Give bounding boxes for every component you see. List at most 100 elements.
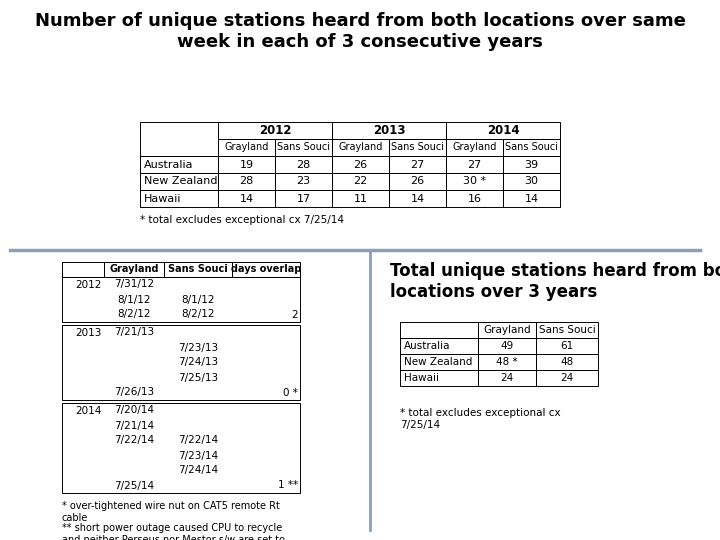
Bar	[389, 139, 446, 156]
Text: 8/1/12: 8/1/12	[181, 294, 215, 305]
Text: 19: 19	[240, 159, 253, 170]
Text: 2012: 2012	[76, 280, 102, 289]
Bar	[275, 139, 332, 156]
Text: Sans Souci: Sans Souci	[391, 143, 444, 152]
Text: 7/24/13: 7/24/13	[178, 357, 218, 368]
Text: 24: 24	[560, 373, 574, 383]
Bar	[140, 122, 218, 156]
Text: 16: 16	[467, 193, 482, 204]
Text: 2012: 2012	[258, 124, 292, 137]
Bar	[140, 190, 218, 207]
Text: 30: 30	[524, 177, 539, 186]
Bar	[478, 322, 536, 338]
Text: Grayland: Grayland	[338, 143, 383, 152]
Bar	[536, 370, 598, 386]
Text: Number of unique stations heard from both locations over same
week in each of 3 : Number of unique stations heard from bot…	[35, 12, 685, 51]
Text: Australia: Australia	[144, 159, 194, 170]
Bar	[446, 190, 503, 207]
Text: Hawaii: Hawaii	[144, 193, 181, 204]
Bar	[140, 156, 218, 173]
Text: 7/21/14: 7/21/14	[114, 421, 154, 430]
Text: 2014: 2014	[487, 124, 519, 137]
Text: * total excludes exceptional cx 7/25/14: * total excludes exceptional cx 7/25/14	[140, 215, 344, 225]
Text: 7/20/14: 7/20/14	[114, 406, 154, 415]
Text: Sans Souci: Sans Souci	[539, 325, 595, 335]
Text: 23: 23	[297, 177, 310, 186]
Text: 22: 22	[354, 177, 368, 186]
Bar	[218, 156, 275, 173]
Bar	[332, 190, 389, 207]
Text: 48: 48	[560, 357, 574, 367]
Text: 27: 27	[410, 159, 425, 170]
Bar	[275, 173, 332, 190]
Bar	[536, 354, 598, 370]
Bar	[478, 370, 536, 386]
Text: Grayland: Grayland	[109, 265, 158, 274]
Text: * total excludes exceptional cx
7/25/14: * total excludes exceptional cx 7/25/14	[400, 408, 561, 430]
Text: New Zealand: New Zealand	[144, 177, 217, 186]
Text: 0 *: 0 *	[283, 388, 298, 397]
Bar	[446, 139, 503, 156]
Text: 2014: 2014	[76, 406, 102, 415]
Text: 28: 28	[239, 177, 253, 186]
Text: Grayland: Grayland	[483, 325, 531, 335]
Bar	[232, 262, 300, 277]
Text: 14: 14	[240, 193, 253, 204]
Text: 11: 11	[354, 193, 367, 204]
Text: Sans Souci: Sans Souci	[505, 143, 558, 152]
Bar	[446, 173, 503, 190]
Bar	[400, 322, 478, 338]
Text: 49: 49	[500, 341, 513, 351]
Bar	[332, 122, 446, 139]
Text: 7/21/13: 7/21/13	[114, 327, 154, 338]
Text: 24: 24	[500, 373, 513, 383]
Bar	[503, 139, 560, 156]
Bar	[446, 156, 503, 173]
Text: 48 *: 48 *	[496, 357, 518, 367]
Bar	[218, 139, 275, 156]
Bar	[503, 173, 560, 190]
Text: 2013: 2013	[373, 124, 405, 137]
Text: Hawaii: Hawaii	[404, 373, 439, 383]
Bar	[400, 354, 478, 370]
Text: 30 *: 30 *	[463, 177, 486, 186]
Text: 8/1/12: 8/1/12	[117, 294, 150, 305]
Bar	[400, 370, 478, 386]
Text: Sans Souci: Sans Souci	[277, 143, 330, 152]
Text: 61: 61	[560, 341, 574, 351]
Bar	[104, 262, 164, 277]
Text: Australia: Australia	[404, 341, 451, 351]
Text: 17: 17	[297, 193, 310, 204]
Bar	[218, 173, 275, 190]
Text: 7/25/13: 7/25/13	[178, 373, 218, 382]
Text: 39: 39	[524, 159, 539, 170]
Text: 26: 26	[354, 159, 368, 170]
Text: 7/22/14: 7/22/14	[178, 435, 218, 445]
Text: 28: 28	[297, 159, 310, 170]
Text: Grayland: Grayland	[225, 143, 269, 152]
Bar	[62, 277, 300, 322]
Text: 7/24/14: 7/24/14	[178, 465, 218, 476]
Text: 14: 14	[410, 193, 425, 204]
Bar	[536, 338, 598, 354]
Bar	[62, 403, 300, 493]
Bar	[478, 338, 536, 354]
Text: 8/2/12: 8/2/12	[117, 309, 150, 320]
Text: 7/23/14: 7/23/14	[178, 450, 218, 461]
Bar	[332, 139, 389, 156]
Text: 8/2/12: 8/2/12	[181, 309, 215, 320]
Bar	[164, 262, 232, 277]
Bar	[536, 322, 598, 338]
Bar	[140, 173, 218, 190]
Bar	[478, 354, 536, 370]
Text: 27: 27	[467, 159, 482, 170]
Bar	[389, 173, 446, 190]
Text: Total unique stations heard from both
locations over 3 years: Total unique stations heard from both lo…	[390, 262, 720, 301]
Bar	[400, 338, 478, 354]
Bar	[218, 122, 332, 139]
Bar	[275, 190, 332, 207]
Bar	[62, 262, 104, 277]
Text: 2: 2	[292, 309, 298, 320]
Bar	[332, 156, 389, 173]
Bar	[503, 156, 560, 173]
